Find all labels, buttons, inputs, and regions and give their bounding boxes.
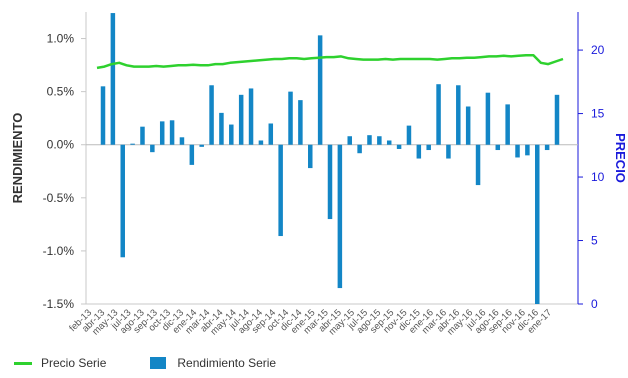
- bar: [179, 137, 185, 145]
- bar: [278, 144, 283, 237]
- bar: [100, 86, 106, 145]
- price-line: [96, 53, 564, 70]
- bar: [377, 136, 382, 145]
- bar: [465, 106, 471, 145]
- left-tick-label: -1.0%: [43, 244, 75, 258]
- bar: [308, 144, 313, 169]
- bar: [544, 144, 550, 151]
- bar: [238, 94, 244, 145]
- bar: [130, 143, 135, 145]
- right-tick-label: 20: [591, 43, 605, 57]
- bar: [337, 144, 343, 289]
- bar: [406, 125, 412, 145]
- right-tick-label: 10: [591, 170, 605, 184]
- bar: [140, 126, 145, 145]
- bar: [209, 85, 214, 145]
- bar: [288, 91, 293, 145]
- left-tick-label: -0.5%: [43, 191, 75, 205]
- bar: [327, 144, 333, 220]
- bar: [317, 35, 323, 145]
- right-tick-label: 15: [591, 107, 605, 121]
- bar: [199, 144, 204, 147]
- bar: [367, 135, 372, 145]
- bar: [159, 121, 165, 145]
- legend-line-swatch: [14, 361, 32, 365]
- bar: [248, 88, 254, 145]
- right-axis-title: PRECIO: [613, 133, 628, 183]
- bar: [357, 144, 362, 154]
- bar: [426, 144, 431, 151]
- bar: [347, 136, 352, 145]
- right-tick-label: 0: [591, 297, 598, 311]
- bar: [229, 124, 234, 145]
- left-tick-label: -1.5%: [43, 297, 75, 311]
- bar: [436, 84, 441, 145]
- legend-bar-swatch: [150, 357, 167, 369]
- bar: [396, 144, 402, 149]
- left-tick-label: 0.5%: [47, 85, 75, 99]
- left-axis-title: RENDIMIENTO: [10, 113, 25, 204]
- bar: [535, 144, 540, 304]
- bar: [258, 140, 264, 145]
- bar: [386, 140, 392, 145]
- legend: Precio Serie Rendimiento Serie: [14, 356, 320, 370]
- bar: [446, 144, 451, 159]
- bar: [219, 112, 224, 145]
- bar: [110, 13, 116, 145]
- bar: [268, 123, 274, 145]
- bar: [150, 144, 155, 153]
- bar: [298, 100, 303, 145]
- bar: [505, 104, 510, 145]
- legend-bar-label: Rendimiento Serie: [177, 356, 277, 370]
- bar: [485, 92, 491, 145]
- legend-item-line[interactable]: Precio Serie: [14, 356, 106, 370]
- bar: [169, 120, 175, 145]
- legend-item-bar[interactable]: Rendimiento Serie: [150, 356, 276, 370]
- left-tick-label: 1.0%: [47, 32, 75, 46]
- bar: [120, 144, 125, 258]
- bar: [554, 94, 560, 145]
- left-tick-label: 0.0%: [47, 138, 75, 152]
- bar: [416, 144, 422, 159]
- legend-line-label: Precio Serie: [41, 356, 107, 370]
- bar: [515, 144, 520, 158]
- bar: [495, 144, 501, 151]
- bar: [189, 144, 195, 165]
- bar: [475, 144, 481, 186]
- right-tick-label: 5: [591, 234, 598, 248]
- bar: [456, 85, 461, 145]
- bar: [525, 144, 530, 156]
